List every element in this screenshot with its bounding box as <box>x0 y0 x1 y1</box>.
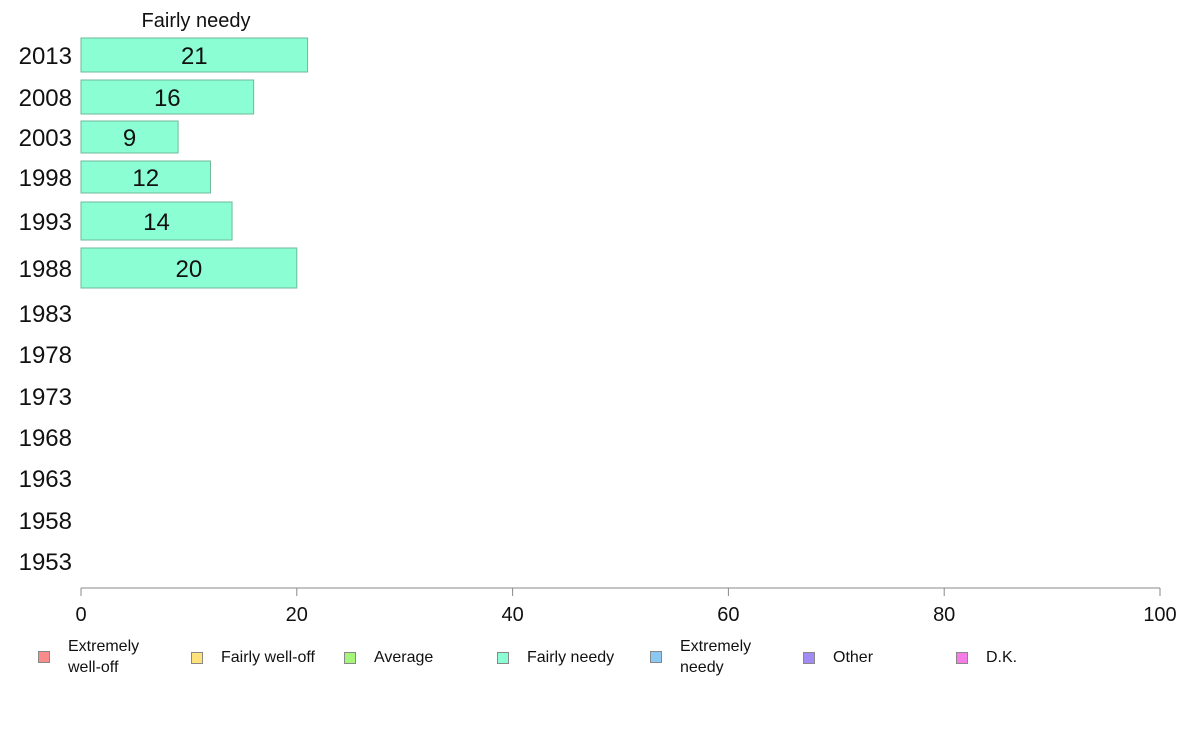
legend-swatch <box>344 651 356 664</box>
bar-2013 <box>80 37 309 73</box>
legend-swatch <box>497 651 509 664</box>
legend-label: Average <box>374 649 434 666</box>
bar-2003 <box>80 120 179 154</box>
year-label-1968: 1968 <box>19 425 72 452</box>
bar-chart: Fairly needy 2013 21 2008 16 2003 9 1998 12 1993 1… <box>19 10 1177 626</box>
year-label-1958: 1958 <box>19 508 72 535</box>
legend-label: Extremely well-off <box>68 638 140 676</box>
year-label-1993: 1993 <box>19 209 72 236</box>
bar-value-label-1993: 14 <box>143 209 170 236</box>
x-tick-label-0: 0 <box>75 604 86 626</box>
x-tick-label-40: 40 <box>501 604 523 626</box>
legend-label: D.K. <box>986 649 1018 666</box>
bar-value-label-2013: 21 <box>181 43 208 70</box>
legend-swatch <box>38 651 50 663</box>
bar-2008 <box>80 79 255 115</box>
x-tick-label-60: 60 <box>717 604 739 626</box>
year-label-1988: 1988 <box>19 256 72 283</box>
chart-title: Fairly needy <box>142 10 251 32</box>
legend-label: Other <box>833 649 874 666</box>
year-label-1998: 1998 <box>19 165 72 192</box>
legend-swatch <box>803 651 815 664</box>
bar-value-label-1998: 12 <box>132 165 159 192</box>
legend-label: Fairly needy <box>527 649 615 666</box>
legend-label: Fairly well-off <box>221 649 315 666</box>
bar-1998 <box>80 160 211 194</box>
legend-item: Average <box>344 647 433 668</box>
year-label-2008: 2008 <box>19 85 72 112</box>
x-tick-label-20: 20 <box>286 604 308 626</box>
year-label-1983: 1983 <box>19 301 72 328</box>
x-tick-label-100: 100 <box>1143 604 1176 626</box>
legend-item: Other <box>803 647 873 668</box>
chart-legend: Extremely well-off Fairly well-off Average… <box>38 636 1158 686</box>
legend-item: Extremely needy <box>650 636 751 678</box>
legend-item: Extremely well-off <box>38 636 139 678</box>
legend-item: D.K. <box>956 647 1017 668</box>
bar-value-label-2003: 9 <box>123 125 136 152</box>
bar-1993 <box>80 201 233 241</box>
year-label-1978: 1978 <box>19 342 72 369</box>
year-label-2003: 2003 <box>19 125 72 152</box>
x-tick-label-80: 80 <box>933 604 955 626</box>
legend-label: Extremely needy <box>680 638 752 676</box>
year-label-1973: 1973 <box>19 384 72 411</box>
legend-item: Fairly well-off <box>191 647 315 668</box>
legend-item: Fairly needy <box>497 647 614 668</box>
year-label-1953: 1953 <box>19 549 72 576</box>
legend-swatch <box>956 651 968 664</box>
year-label-1963: 1963 <box>19 466 72 493</box>
bar-value-label-1988: 20 <box>176 256 203 283</box>
year-label-2013: 2013 <box>19 43 72 70</box>
legend-swatch <box>191 651 203 664</box>
bar-value-label-2008: 16 <box>154 85 181 112</box>
legend-swatch <box>650 651 662 663</box>
bar-1988 <box>80 247 298 289</box>
